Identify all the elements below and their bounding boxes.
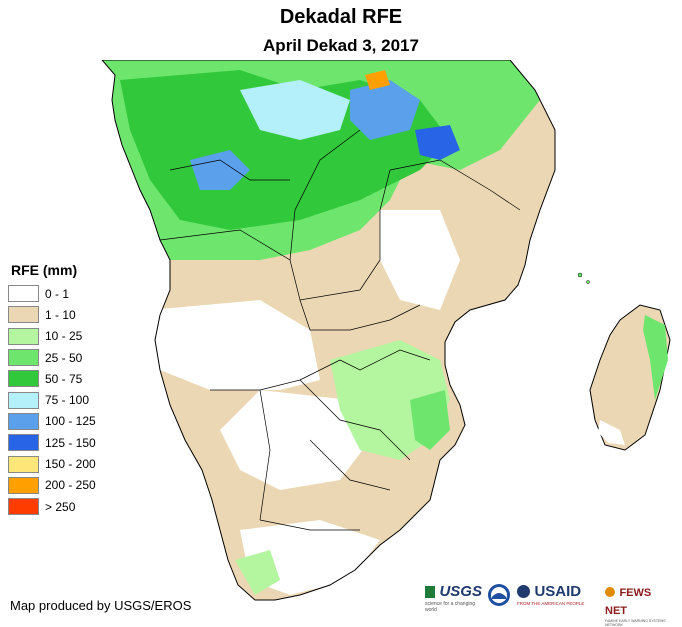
rain-patch-3 bbox=[190, 150, 250, 190]
legend: RFE (mm) 0 - 1 1 - 10 10 - 25 25 - 50 50 - 7… bbox=[8, 262, 96, 517]
rain-patch-1 bbox=[240, 80, 350, 140]
legend-label: 75 - 100 bbox=[45, 393, 90, 408]
fews-logo: FEWS NET FAMINE EARLY WARNING SYSTEMS NE… bbox=[605, 583, 675, 627]
country-borders bbox=[159, 129, 521, 531]
dry-zone-tanzania bbox=[380, 210, 460, 310]
usgs-tagline: science for a changing world bbox=[425, 601, 476, 613]
fews-globe-icon bbox=[605, 586, 615, 597]
legend-swatch bbox=[8, 285, 39, 303]
legend-label: 100 - 125 bbox=[45, 414, 96, 429]
usaid-logo: USAID FROM THE AMERICAN PEOPLE bbox=[517, 583, 603, 613]
legend-swatch bbox=[8, 391, 39, 409]
usaid-tagline: FROM THE AMERICAN PEOPLE bbox=[517, 601, 585, 606]
comoros-island bbox=[586, 280, 590, 284]
legend-swatch bbox=[8, 476, 39, 494]
legend-swatch bbox=[8, 498, 39, 516]
madagascar-rain-zone bbox=[643, 315, 668, 400]
legend-item: 100 - 125 bbox=[8, 411, 96, 432]
fews-tagline: FAMINE EARLY WARNING SYSTEMS NETWORK bbox=[605, 619, 666, 627]
legend-item: 50 - 75 bbox=[8, 368, 96, 389]
legend-swatch bbox=[8, 306, 39, 324]
legend-label: 150 - 200 bbox=[45, 457, 96, 472]
usgs-logo: USGS science for a changing world bbox=[425, 583, 483, 613]
legend-item: 125 - 150 bbox=[8, 432, 96, 453]
noaa-logo bbox=[487, 583, 513, 613]
legend-label: 0 - 1 bbox=[45, 286, 70, 301]
usaid-seal-icon bbox=[517, 585, 530, 599]
dry-zone-west bbox=[150, 300, 320, 390]
legend-item: 75 - 100 bbox=[8, 389, 96, 410]
legend-label: 1 - 10 bbox=[45, 307, 76, 322]
legend-swatch bbox=[8, 349, 39, 367]
usgs-wave-icon bbox=[425, 585, 435, 598]
legend-label: > 250 bbox=[45, 499, 76, 514]
legend-item: > 250 bbox=[8, 496, 96, 517]
rainfall-field bbox=[102, 60, 540, 595]
legend-swatch bbox=[8, 412, 39, 430]
legend-item: 1 - 10 bbox=[8, 304, 96, 325]
rain-patch-2 bbox=[350, 80, 420, 140]
usaid-name: USAID bbox=[534, 583, 582, 600]
legend-label: 10 - 25 bbox=[45, 329, 83, 344]
credit-text: Map produced by USGS/EROS bbox=[10, 598, 192, 613]
noaa-icon bbox=[488, 584, 510, 606]
madagascar-dry-zone bbox=[598, 420, 625, 445]
rain-patch-4 bbox=[415, 125, 460, 160]
legend-swatch bbox=[8, 370, 39, 388]
legend-item: 25 - 50 bbox=[8, 347, 96, 368]
legend-item: 10 - 25 bbox=[8, 326, 96, 347]
legend-swatch bbox=[8, 434, 39, 452]
legend-label: 50 - 75 bbox=[45, 371, 83, 386]
legend-label: 125 - 150 bbox=[45, 435, 96, 450]
rain-strip-coast bbox=[410, 390, 450, 450]
usgs-name: USGS bbox=[439, 583, 482, 600]
legend-item: 0 - 1 bbox=[8, 283, 96, 304]
legend-swatch bbox=[8, 327, 39, 345]
legend-label: 200 - 250 bbox=[45, 478, 96, 493]
legend-swatch bbox=[8, 455, 39, 473]
map-subtitle: April Dekad 3, 2017 bbox=[263, 36, 419, 55]
legend-title: RFE (mm) bbox=[11, 262, 78, 278]
coastline bbox=[101, 60, 556, 601]
legend-rows: 0 - 1 1 - 10 10 - 25 25 - 50 50 - 75 75 - 100… bbox=[8, 283, 96, 517]
rainfall-map bbox=[101, 60, 671, 601]
comoros-island bbox=[577, 272, 583, 278]
fews-name: FEWS NET bbox=[605, 587, 652, 617]
dry-zone-kalahari bbox=[220, 390, 370, 490]
legend-item: 150 - 200 bbox=[8, 453, 96, 474]
rain-strip-cape bbox=[235, 550, 280, 595]
legend-label: 25 - 50 bbox=[45, 350, 83, 365]
map-title: Dekadal RFE bbox=[279, 6, 403, 28]
legend-item: 200 - 250 bbox=[8, 475, 96, 496]
rain-patch-5 bbox=[365, 70, 390, 90]
